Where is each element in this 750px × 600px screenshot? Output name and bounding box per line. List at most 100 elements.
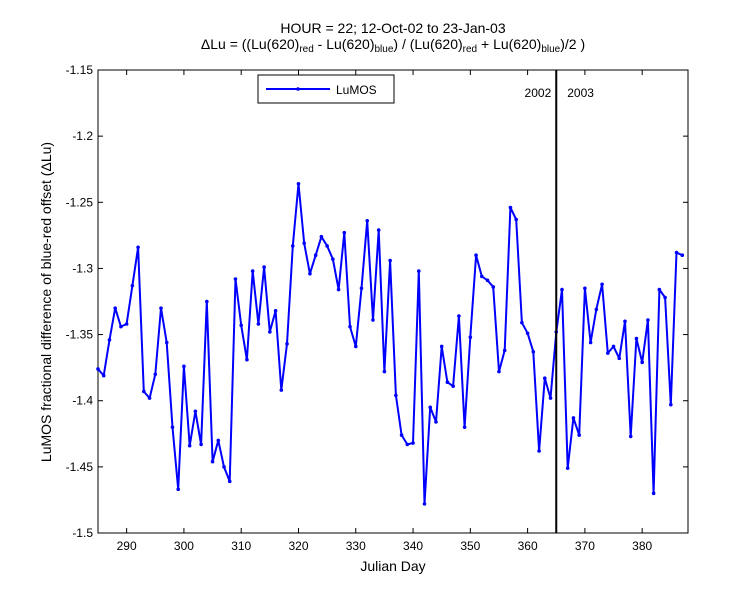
- subtitle-subscript: red: [299, 44, 314, 55]
- data-point: [302, 241, 307, 246]
- data-point: [657, 287, 662, 292]
- data-point: [187, 443, 192, 448]
- data-point: [308, 271, 312, 276]
- data-point: [279, 388, 284, 392]
- data-point: [96, 367, 100, 371]
- data-point: [256, 322, 261, 326]
- data-point: [548, 396, 553, 400]
- data-point: [445, 380, 450, 384]
- legend-label: LuMOS: [336, 83, 377, 97]
- data-point: [233, 277, 238, 281]
- x-tick-label: 300: [174, 539, 194, 553]
- data-point: [371, 318, 375, 322]
- data-point: [130, 283, 135, 288]
- data-point: [245, 357, 249, 362]
- data-point: [199, 442, 203, 447]
- data-point: [422, 502, 427, 506]
- year-label-2002: 2002: [525, 86, 552, 100]
- y-tick-label: -1.15: [66, 63, 94, 77]
- data-point: [382, 369, 387, 374]
- data-point: [611, 344, 616, 349]
- data-point: [531, 349, 536, 354]
- data-point: [560, 287, 564, 292]
- data-point: [485, 278, 490, 283]
- x-tick-label: 310: [231, 539, 251, 553]
- x-tick-label: 330: [346, 539, 366, 553]
- data-point: [222, 465, 226, 469]
- subtitle-subscript: blue: [541, 44, 561, 55]
- subtitle-part: + Lu(620): [477, 36, 542, 52]
- chart-subtitle: ΔLu = ((Lu(620)red - Lu(620)blue) / (Lu(…: [98, 36, 688, 55]
- data-point: [623, 319, 627, 324]
- data-point: [542, 376, 547, 381]
- data-point: [290, 244, 295, 248]
- data-point: [113, 306, 117, 310]
- x-tick-label: 360: [518, 539, 538, 553]
- subtitle-subscript: blue: [374, 44, 394, 55]
- data-point: [399, 433, 404, 437]
- data-point: [669, 402, 673, 407]
- y-tick-label: -1.35: [66, 328, 94, 342]
- data-point: [634, 336, 639, 341]
- data-point: [159, 306, 163, 310]
- series-line: [97, 182, 683, 505]
- data-point: [170, 425, 175, 429]
- x-tick-label: 340: [403, 539, 423, 553]
- data-point: [462, 425, 467, 429]
- y-tick-label: -1.25: [66, 195, 94, 209]
- data-point: [182, 364, 186, 369]
- data-point: [376, 228, 381, 232]
- data-point: [520, 320, 524, 325]
- data-point: [365, 219, 370, 223]
- data-point: [502, 348, 507, 353]
- data-point: [124, 322, 129, 326]
- data-point: [268, 330, 272, 334]
- x-axis-label: Julian Day: [360, 558, 426, 574]
- x-tick-label: 350: [460, 539, 480, 553]
- y-axis-label: LuMOS fractional difference of blue-red …: [38, 141, 54, 463]
- subtitle-part: ) / (Lu(620): [393, 36, 463, 52]
- y-tick-label: -1.2: [72, 129, 93, 143]
- data-point: [594, 307, 599, 312]
- data-point: [537, 449, 541, 453]
- data-point: [428, 405, 433, 410]
- data-point: [474, 253, 478, 257]
- data-point: [319, 234, 324, 239]
- data-point: [313, 253, 318, 257]
- data-point: [588, 340, 593, 345]
- data-point: [210, 459, 215, 464]
- data-point: [663, 295, 667, 300]
- data-point: [205, 299, 209, 304]
- data-point: [142, 389, 146, 394]
- data-point: [577, 433, 581, 437]
- chart-title: HOUR = 22; 12-Oct-02 to 23-Jan-03: [280, 20, 506, 36]
- data-point: [651, 491, 656, 496]
- data-point: [628, 434, 633, 439]
- data-point: [359, 286, 364, 291]
- data-point: [457, 314, 461, 318]
- data-point: [342, 230, 347, 235]
- data-point: [617, 356, 622, 361]
- x-tick-label: 380: [632, 539, 652, 553]
- y-tick-label: -1.45: [66, 460, 94, 474]
- subtitle-subscript: red: [462, 44, 478, 55]
- data-point: [468, 335, 473, 340]
- data-point: [640, 360, 644, 365]
- data-point: [646, 318, 650, 322]
- data-point: [296, 181, 301, 186]
- data-point: [434, 420, 438, 424]
- data-point: [107, 338, 112, 342]
- x-tick-label: 370: [575, 539, 595, 553]
- data-point: [262, 265, 266, 269]
- data-point: [285, 342, 289, 346]
- data-point: [336, 287, 341, 292]
- y-tick-label: -1.4: [72, 394, 93, 408]
- data-point: [239, 323, 244, 328]
- data-point: [600, 282, 604, 287]
- data-point: [227, 479, 232, 484]
- y-tick-label: -1.3: [72, 261, 93, 275]
- data-point: [273, 308, 278, 313]
- data-point: [250, 269, 255, 273]
- data-point: [147, 396, 152, 400]
